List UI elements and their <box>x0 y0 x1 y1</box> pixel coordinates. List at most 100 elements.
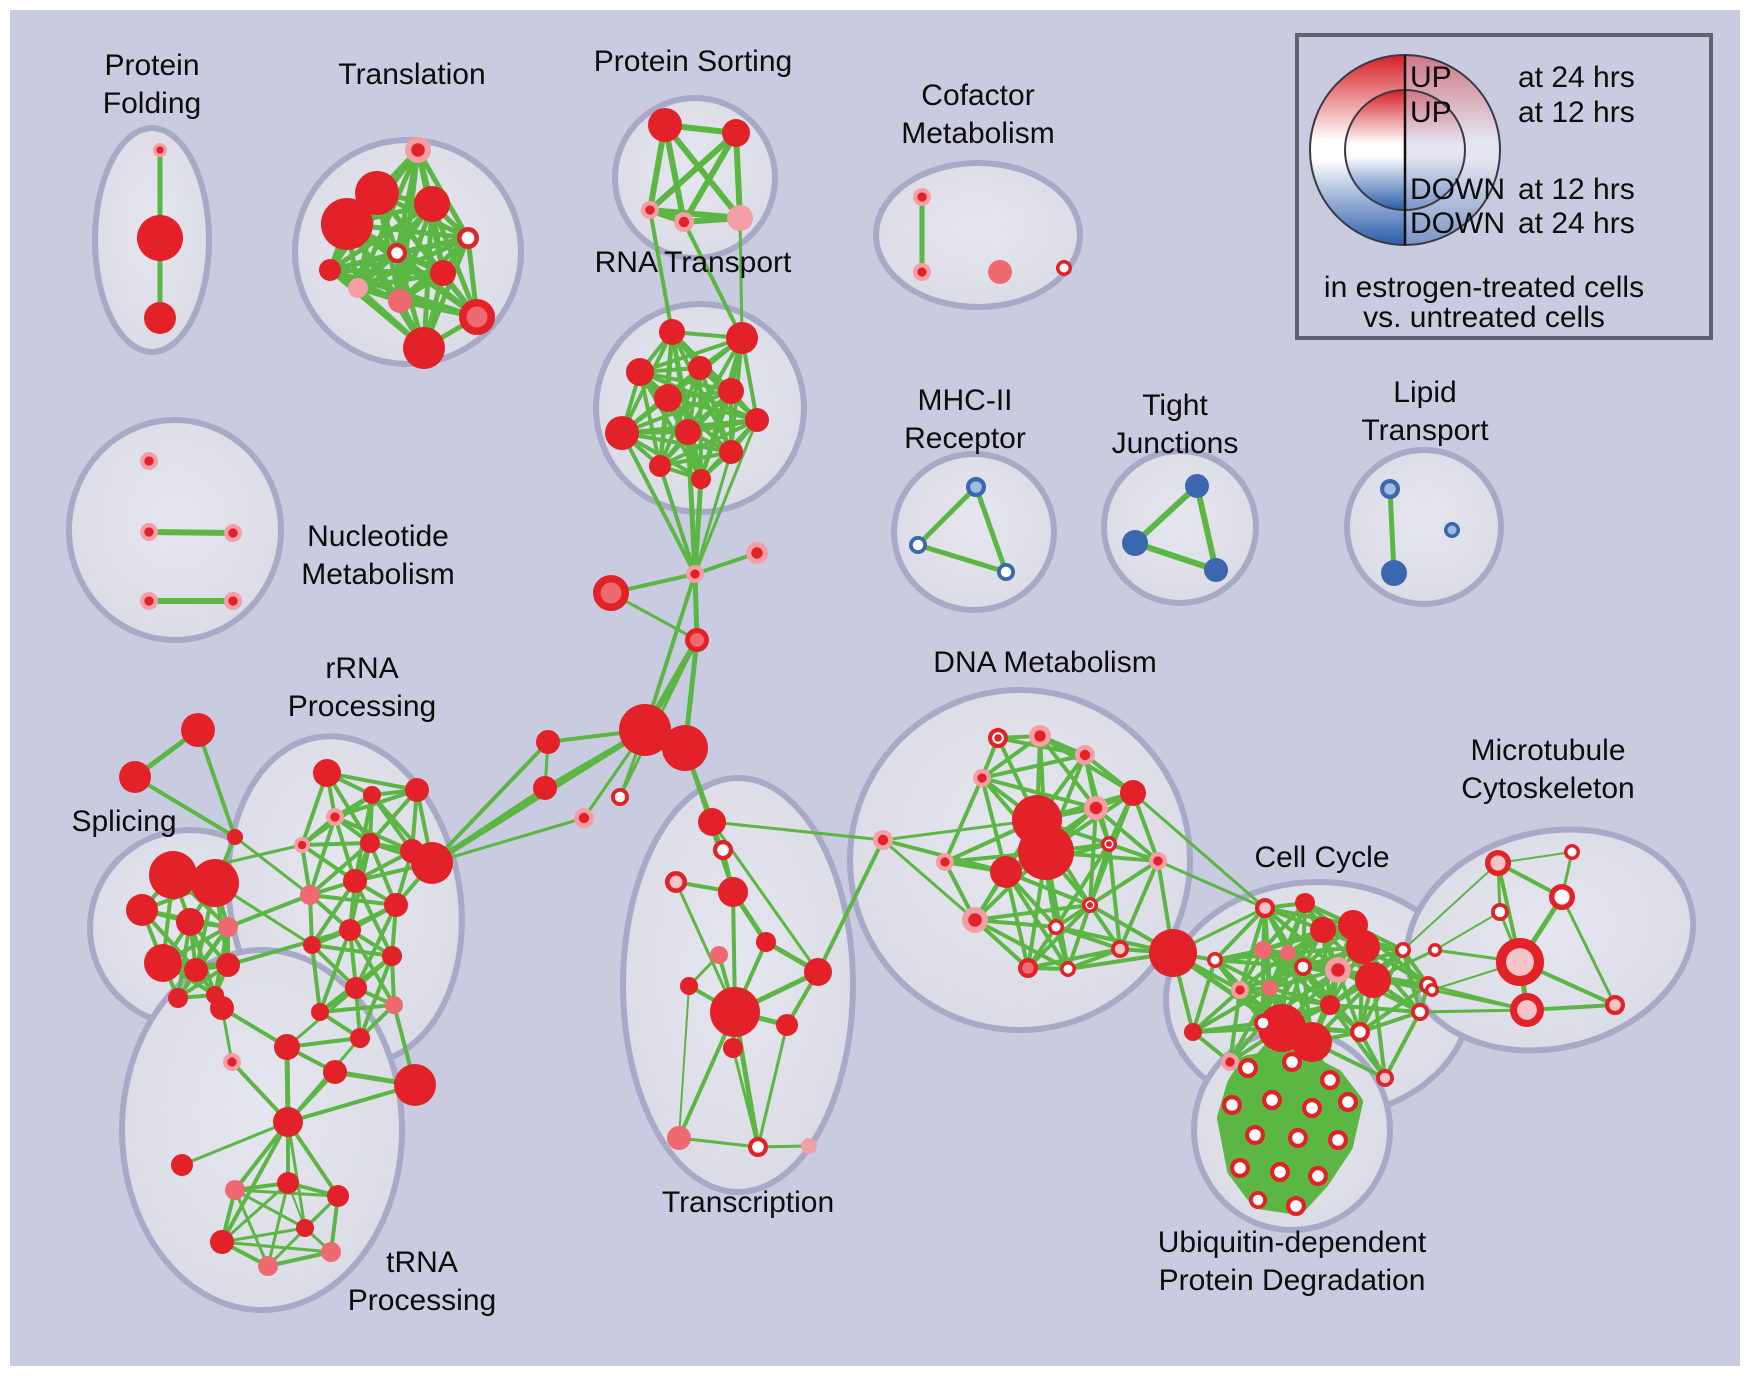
node-solid <box>691 469 711 489</box>
legend-graphic <box>1309 54 1501 246</box>
edge <box>1230 1103 1242 1170</box>
edge <box>731 1046 760 1149</box>
edge <box>226 893 312 929</box>
node-solid <box>184 958 208 982</box>
node-core-dot <box>156 146 164 154</box>
node-solid <box>654 384 682 412</box>
node-pink <box>727 205 753 231</box>
node-pink-ring <box>1111 940 1130 959</box>
node-body <box>801 1138 817 1154</box>
node-body <box>184 958 208 982</box>
node-ring <box>1327 1129 1348 1150</box>
node-solid <box>776 1014 798 1036</box>
edge <box>1286 951 1332 1007</box>
node-ring <box>1428 943 1442 957</box>
node-solid <box>718 378 744 404</box>
edge <box>266 1181 290 1268</box>
edge <box>1191 1021 1265 1034</box>
edge <box>677 1136 760 1149</box>
node-solid <box>144 944 182 982</box>
node-body <box>227 829 243 845</box>
edge <box>327 267 446 276</box>
node-pink-core <box>223 1053 241 1071</box>
edge <box>300 841 372 847</box>
node-pink-core <box>224 524 242 542</box>
node-white-ring <box>1349 1021 1370 1042</box>
node-body <box>360 833 380 853</box>
edge <box>1213 906 1267 962</box>
node-body <box>319 259 341 281</box>
node-pink-core <box>294 837 310 853</box>
node-body <box>1280 945 1296 961</box>
node-body <box>405 778 429 802</box>
node-white-ring-dot <box>987 727 1008 748</box>
edge <box>1296 1100 1350 1140</box>
node-ring <box>909 536 928 555</box>
node-white-ring <box>1428 943 1442 957</box>
node-core-dot <box>227 1057 237 1067</box>
node-ring <box>1444 522 1460 538</box>
node-ring <box>685 628 710 653</box>
edge <box>658 450 733 468</box>
legend-box <box>1295 33 1713 340</box>
edge <box>1004 870 1070 971</box>
node-ring <box>965 477 986 498</box>
node-solid <box>384 893 408 917</box>
node-body <box>1120 780 1146 806</box>
node-ring <box>1060 961 1076 977</box>
node-core-dot <box>228 528 238 538</box>
edge <box>973 484 1009 575</box>
edge <box>233 1188 307 1230</box>
node-solid <box>1295 893 1315 913</box>
edge <box>348 928 396 1007</box>
node-white-ring <box>1294 958 1313 977</box>
node-solid <box>210 1230 234 1254</box>
node-pink-core <box>140 523 158 541</box>
node-body <box>1355 962 1391 998</box>
node-white-ring <box>611 788 630 807</box>
node-white-ring <box>1395 942 1411 958</box>
edge <box>686 336 744 434</box>
node-body <box>990 856 1022 888</box>
node-solid <box>227 829 243 845</box>
edge <box>620 431 697 576</box>
edge <box>973 918 1070 971</box>
node-white-ring <box>1307 1165 1328 1186</box>
node-ring <box>1056 260 1072 276</box>
node-ring <box>1395 942 1411 958</box>
node-solid <box>171 1154 193 1176</box>
edge <box>430 816 586 865</box>
node-white-ring <box>1319 1069 1340 1090</box>
node-solid <box>756 932 776 952</box>
edge <box>980 753 1087 780</box>
edge <box>1253 1133 1260 1202</box>
node-body <box>277 1172 299 1194</box>
edge <box>1426 983 1529 1012</box>
node-body <box>710 946 728 964</box>
node-body <box>1295 893 1315 913</box>
node-ring <box>1509 993 1544 1028</box>
node-ring <box>1307 1165 1328 1186</box>
node-solid <box>355 171 399 215</box>
node-pink-core <box>574 808 594 828</box>
node-solid <box>726 322 758 354</box>
node-pink-core <box>936 853 954 871</box>
node-pink-core <box>686 565 704 583</box>
node-solid <box>191 859 239 907</box>
node-ring <box>1017 957 1038 978</box>
edge <box>286 1036 362 1124</box>
node-ring <box>1411 1003 1430 1022</box>
node-body <box>605 416 639 450</box>
node-body <box>1320 995 1340 1015</box>
edge <box>643 572 697 732</box>
node-ring <box>1496 937 1545 986</box>
edge <box>146 529 236 536</box>
node-solid <box>350 1028 370 1048</box>
node-body <box>1381 560 1407 586</box>
node-blue-ring-white <box>909 536 928 555</box>
node-solid <box>339 919 361 941</box>
node-solid <box>405 778 429 802</box>
node-blue <box>1381 560 1407 586</box>
node-body <box>144 944 182 982</box>
edge <box>1230 1103 1300 1140</box>
